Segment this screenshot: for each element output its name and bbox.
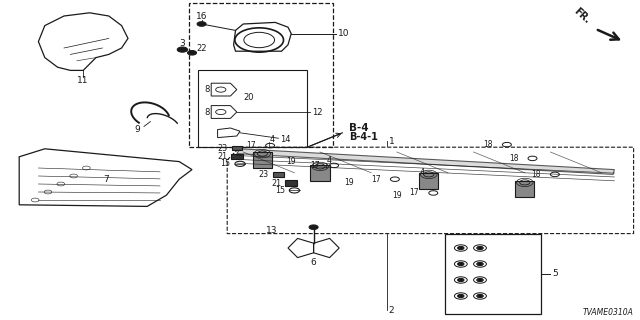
Text: 12: 12 [312,108,323,116]
Text: 18: 18 [509,154,518,163]
Circle shape [477,246,483,250]
Text: 7: 7 [103,175,108,184]
Text: 2: 2 [388,306,394,315]
Text: 4: 4 [327,156,332,164]
Text: 10: 10 [338,29,349,38]
Circle shape [188,51,196,55]
Bar [445,234,541,314]
Text: 1: 1 [388,137,394,146]
Text: 11: 11 [77,76,89,84]
Text: 18: 18 [483,140,493,149]
Circle shape [309,225,318,229]
Text: 4: 4 [420,168,425,177]
Polygon shape [253,152,272,168]
Text: B-4-1: B-4-1 [349,132,378,142]
Text: 21: 21 [217,152,227,161]
Polygon shape [310,165,330,181]
Bar [232,146,242,150]
Circle shape [477,278,483,282]
Text: 4: 4 [269,135,275,144]
Text: 21: 21 [271,179,282,188]
Text: 19: 19 [286,157,296,166]
Text: 14: 14 [280,135,291,144]
Text: 22: 22 [196,44,207,53]
Text: 17: 17 [410,188,419,197]
Text: 15: 15 [220,159,230,168]
Bar [273,172,284,177]
Text: 3: 3 [180,39,185,48]
Text: 8: 8 [205,108,210,116]
Circle shape [177,47,188,52]
Text: 17: 17 [310,161,320,170]
Text: 17: 17 [246,141,256,150]
Polygon shape [419,173,438,189]
Bar [189,3,333,147]
Circle shape [477,262,483,266]
Text: 13: 13 [266,226,278,235]
Text: 5: 5 [552,269,558,278]
Bar [285,180,297,186]
Text: 6: 6 [311,258,316,267]
Text: 16: 16 [196,12,207,21]
Circle shape [458,294,464,298]
Text: 17: 17 [371,175,381,184]
Circle shape [458,278,464,282]
Text: B-4: B-4 [349,123,369,133]
Text: 23: 23 [259,170,269,179]
Text: 19: 19 [344,178,354,187]
Polygon shape [515,181,534,197]
Bar [198,70,307,147]
Text: 15: 15 [275,186,285,195]
Polygon shape [237,149,614,174]
Text: 20: 20 [243,93,253,102]
Text: FR.: FR. [572,6,592,26]
Circle shape [458,262,464,266]
Text: 8: 8 [205,85,210,94]
Text: 19: 19 [392,191,402,200]
Text: 23: 23 [217,144,227,153]
Text: 18: 18 [531,170,541,179]
Circle shape [477,294,483,298]
Text: TVAME0310A: TVAME0310A [583,308,634,317]
Circle shape [197,22,206,26]
Text: 9: 9 [135,125,140,134]
Bar [231,154,243,159]
Circle shape [458,246,464,250]
